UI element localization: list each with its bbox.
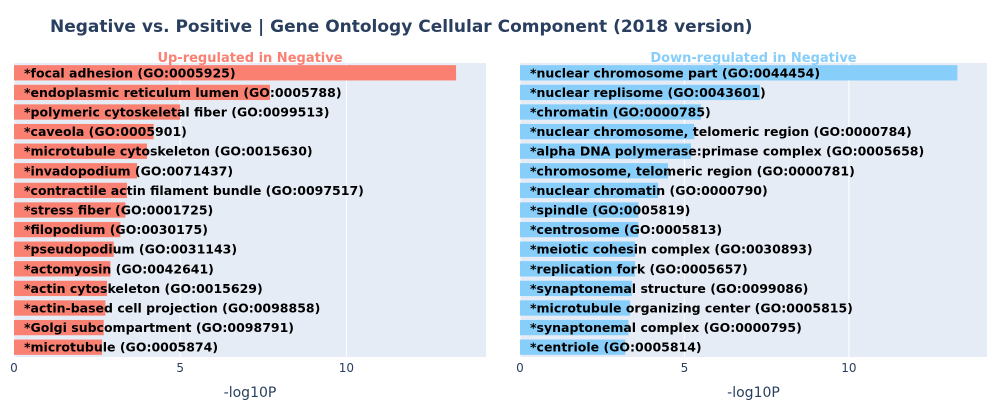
- bar: [14, 84, 270, 101]
- bar: [14, 163, 137, 179]
- bar-label: *chromatin (GO:0000785): [530, 105, 711, 120]
- bar: [520, 241, 636, 257]
- chart-title: Negative vs. Positive | Gene Ontology Ce…: [50, 17, 753, 37]
- bar: [14, 182, 128, 199]
- bar: [14, 123, 154, 140]
- bar: [520, 319, 629, 336]
- bar: [14, 202, 126, 218]
- bar: [520, 65, 958, 81]
- bar: [520, 182, 659, 199]
- bar-label: *invadopodium (GO:0071437): [24, 163, 233, 178]
- x-tick-label: 0: [516, 361, 524, 375]
- bar-label: *spindle (GO:0005819): [530, 203, 690, 218]
- bar: [520, 221, 639, 238]
- x-tick-label: 0: [10, 361, 18, 375]
- bar: [14, 280, 108, 297]
- bar: [520, 143, 692, 159]
- bar-label: *focal adhesion (GO:0005925): [24, 65, 236, 80]
- bar-label: *contractile actin filament bundle (GO:0…: [24, 183, 364, 198]
- bar-label: *endoplasmic reticulum lumen (GO:0005788…: [24, 85, 342, 100]
- bar-label: *microtubule (GO:0005874): [24, 340, 218, 355]
- bar: [14, 143, 147, 159]
- bar: [520, 104, 701, 120]
- bar-label: *centriole (GO:0005814): [530, 340, 702, 355]
- bar-label: *polymeric cytoskeletal fiber (GO:009951…: [24, 105, 329, 120]
- x-axis-label: -log10P: [727, 385, 780, 400]
- bar-label: *centrosome (GO:0005813): [530, 222, 722, 237]
- x-tick-label: 5: [681, 361, 689, 375]
- bar-label: *replication fork (GO:0005657): [530, 261, 748, 276]
- bar-label: *synaptonemal structure (GO:0099086): [530, 281, 808, 296]
- bar: [520, 163, 668, 179]
- bar: [520, 202, 639, 218]
- bar-label: *meiotic cohesin complex (GO:0030893): [530, 242, 813, 257]
- bar-label: *pseudopodium (GO:0031143): [24, 242, 237, 257]
- bar: [14, 339, 103, 355]
- bar-label: *chromosome, telomeric region (GO:000078…: [530, 163, 855, 178]
- bar: [520, 280, 632, 297]
- bar-label: *nuclear chromosome, telomeric region (G…: [530, 124, 912, 139]
- bar-label: *Golgi subcompartment (GO:0098791): [24, 320, 294, 335]
- bar: [14, 261, 111, 277]
- panel-0: 0 5 10 Up-regulated in Negative -log10P *foca…: [10, 51, 486, 400]
- bar-label: *microtubule organizing center (GO:00058…: [530, 301, 853, 316]
- bar: [14, 319, 104, 336]
- bar: [520, 123, 695, 140]
- bar: [14, 104, 181, 120]
- bar: [14, 221, 121, 238]
- bar: [14, 300, 106, 316]
- bar-label: *actin cytoskeleton (GO:0015629): [24, 281, 263, 296]
- bar: [520, 261, 636, 277]
- x-tick-label: 5: [176, 361, 184, 375]
- x-tick-label: 10: [841, 361, 856, 375]
- bar-label: *filopodium (GO:0030175): [24, 222, 208, 237]
- bar: [14, 241, 114, 257]
- bar-label: *nuclear replisome (GO:0043601): [530, 85, 766, 100]
- panel-subtitle: Down-regulated in Negative: [650, 51, 856, 66]
- bar-label: *microtubule cytoskeleton (GO:0015630): [24, 144, 313, 159]
- x-tick-label: 10: [339, 361, 354, 375]
- bar-label: *actin-based cell projection (GO:0098858…: [24, 301, 320, 316]
- bar: [520, 339, 626, 355]
- bar-label: *caveola (GO:0005901): [24, 124, 187, 139]
- bar-label: *synaptonemal complex (GO:0000795): [530, 320, 802, 335]
- panel-subtitle: Up-regulated in Negative: [157, 51, 342, 66]
- bar-label: *nuclear chromosome part (GO:0044454): [530, 65, 820, 80]
- bar: [520, 84, 761, 101]
- bar: [14, 65, 457, 81]
- x-axis-label: -log10P: [224, 385, 277, 400]
- bar: [520, 300, 631, 316]
- bar-label: *actomyosin (GO:0042641): [24, 261, 214, 276]
- bar-label: *alpha DNA polymerase:primase complex (G…: [530, 144, 924, 159]
- panel-1: 0 5 10 Down-regulated in Negative -log10P *nu…: [516, 51, 987, 400]
- bar-label: *stress fiber (GO:0001725): [24, 203, 213, 218]
- bar-label: *nuclear chromatin (GO:0000790): [530, 183, 768, 198]
- chart-panels: 0 5 10 Up-regulated in Negative -log10P *foca…: [10, 51, 987, 400]
